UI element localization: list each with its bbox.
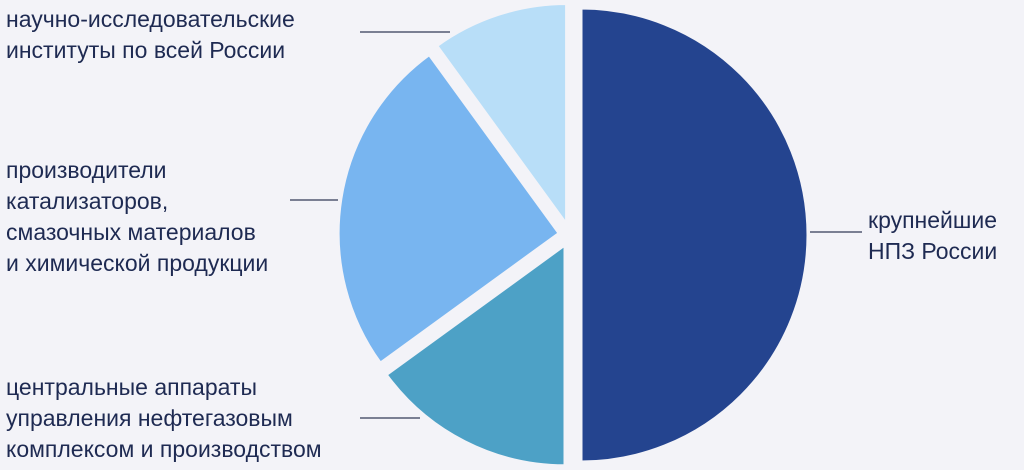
pie-slice: [336, 52, 562, 366]
pie-slice: [434, 2, 569, 230]
pie-slice: [579, 6, 810, 464]
label-institutes: научно-исследовательские институты по вс…: [6, 6, 295, 63]
label-management: центральные аппараты управления нефтегаз…: [6, 374, 322, 462]
label-manufacturers: производители катализаторов, смазочных м…: [6, 157, 269, 276]
pie-slice: [384, 241, 567, 468]
label-refineries: крупнейшие НПЗ России: [868, 207, 998, 264]
